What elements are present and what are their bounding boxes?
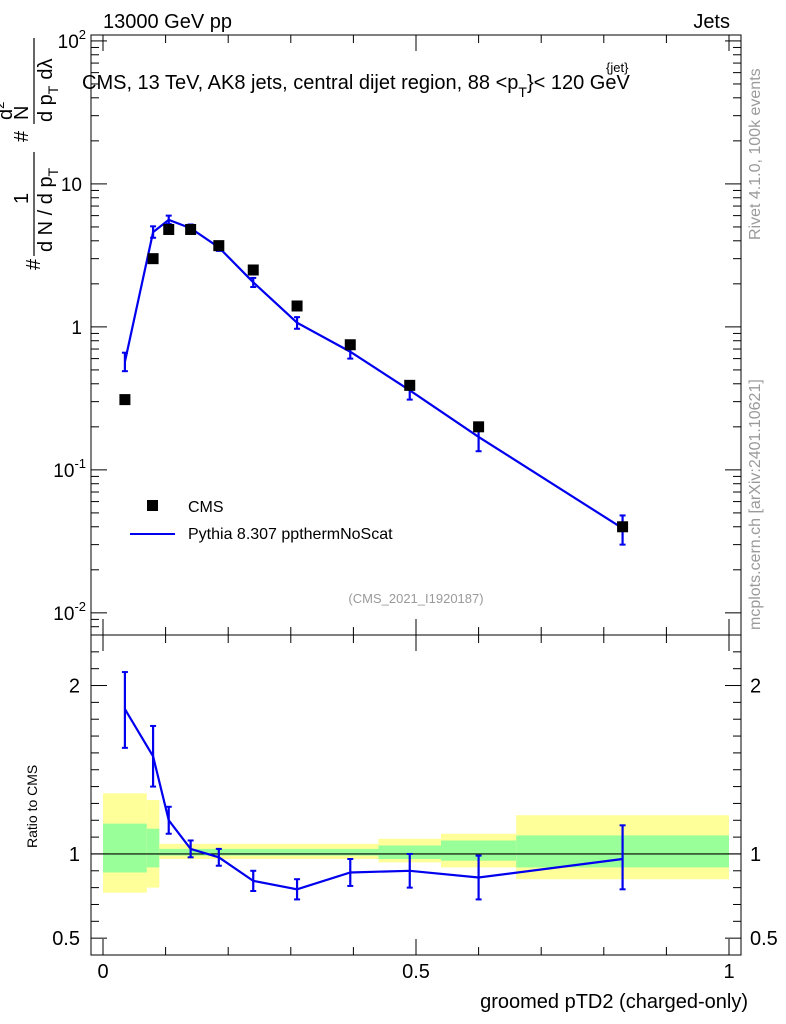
ratio-band-green xyxy=(378,845,442,859)
y-label-hash: # xyxy=(23,258,45,270)
ratio-y-tick-label: 0.5 xyxy=(52,928,80,950)
cms-data-point xyxy=(147,253,159,265)
main-y-tick-label: 102 xyxy=(58,27,86,53)
legend-cms-label: CMS xyxy=(188,499,224,516)
y-label-numerator: N xyxy=(11,106,33,120)
cms-data-point xyxy=(404,379,416,391)
cms-data-point xyxy=(185,223,197,235)
main-y-tick-label: 10-1 xyxy=(53,456,86,482)
ratio-bands xyxy=(91,793,741,893)
ratio-band-green xyxy=(441,840,517,861)
header-left: 13000 GeV pp xyxy=(103,11,232,33)
cms-data-point xyxy=(247,264,259,276)
x-tick-label: 1 xyxy=(723,961,734,983)
main-y-tick-label: 1 xyxy=(71,318,82,339)
legend-cms-marker xyxy=(147,500,158,511)
ratio-band-green xyxy=(146,828,160,868)
header-right: Jets xyxy=(693,11,730,33)
cms-data-point xyxy=(291,300,303,312)
analysis-id: (CMS_2021_I1920187) xyxy=(348,591,483,606)
mc-line xyxy=(123,218,624,530)
main-y-tick-label: 10 xyxy=(61,175,82,196)
cms-data-point xyxy=(473,421,485,433)
cms-data-point xyxy=(344,339,356,351)
y-label-dn: d N / d pT xyxy=(35,167,61,252)
x-axis-label: groomed pTD2 (charged-only) xyxy=(480,991,748,1013)
y-label-hash-2: # xyxy=(11,130,33,142)
mcplots-label: mcplots.cern.ch [arXiv:2401.10621] xyxy=(747,379,764,630)
rivet-label: Rivet 4.1.0, 100k events xyxy=(747,68,764,240)
x-tick-label: 0.5 xyxy=(402,961,430,983)
plot-title: CMS, 13 TeV, AK8 jets, central dijet reg… xyxy=(82,72,630,100)
ratio-axis-ticks: 0.5 0.5 1 1 2 2 0 0.5 1 xyxy=(52,635,778,983)
ratio-y-label: Ratio to CMS xyxy=(24,765,40,848)
main-plot-frame xyxy=(90,34,742,636)
ratio-y-tick-label: 2 xyxy=(69,676,80,698)
y-label-num-d: d2 xyxy=(0,102,17,120)
y-axis-label: # 1 d N / d pT # N d2 d pTdλ xyxy=(0,38,61,270)
ratio-y-tick-label-right: 0.5 xyxy=(750,928,778,950)
main-axis-ticks: 10-2 10-1 1 10 102 xyxy=(53,27,741,636)
cms-data-point xyxy=(163,223,175,235)
cms-data-point xyxy=(213,240,225,252)
legend: CMS Pythia 8.307 ppthermNoScat xyxy=(130,499,393,543)
plot-title-superscript: {jet} xyxy=(606,60,629,75)
ratio-band-green xyxy=(103,823,147,873)
main-y-tick-label: 10-2 xyxy=(53,599,86,625)
y-label-one: 1 xyxy=(11,193,33,204)
ratio-y-tick-label-right: 2 xyxy=(750,676,761,698)
ratio-plot-frame xyxy=(90,634,742,956)
legend-mc-label: Pythia 8.307 ppthermNoScat xyxy=(188,526,393,543)
cms-data-point xyxy=(119,394,131,406)
y-label-denominator: d pTdλ xyxy=(35,59,61,123)
ratio-y-tick-label-right: 1 xyxy=(750,844,761,866)
ratio-series xyxy=(121,671,626,901)
cms-data-point xyxy=(617,521,629,533)
ratio-band-green xyxy=(159,848,379,856)
main-series xyxy=(119,214,629,546)
ratio-y-tick-label: 1 xyxy=(69,844,80,866)
x-tick-label: 0 xyxy=(97,961,108,983)
